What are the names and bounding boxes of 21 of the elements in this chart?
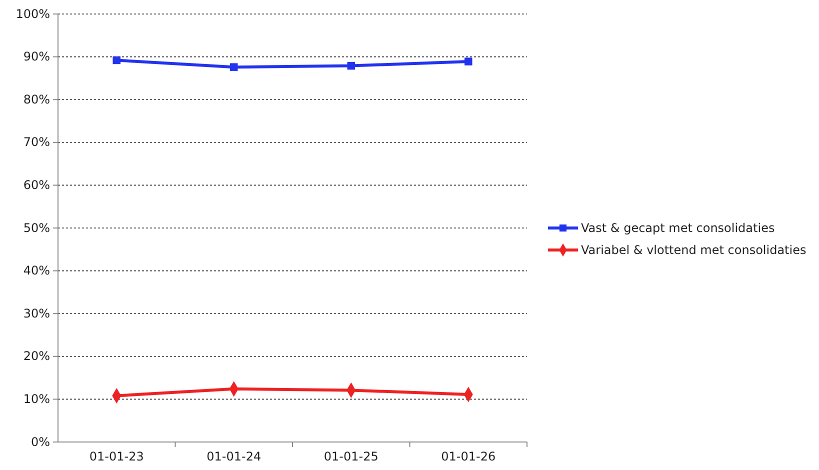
y-tick-label: 40% — [23, 264, 50, 278]
point — [112, 56, 120, 64]
y-tick-label: 50% — [23, 220, 50, 235]
x-tick-label: 01-01-24 — [206, 450, 262, 464]
legend-label: Vast & gecapt met consolidaties — [581, 221, 775, 236]
y-tick-label: 20% — [23, 349, 50, 364]
x-tick-label: 01-01-23 — [89, 450, 144, 464]
y-tick-label: 100% — [16, 6, 50, 21]
point — [230, 63, 238, 71]
y-tick-label: 30% — [23, 306, 50, 320]
x-tick-label: 01-01-26 — [441, 450, 496, 464]
legend-label: Variabel & vlottend met consolidaties — [581, 243, 806, 258]
y-tick-label: 70% — [23, 135, 50, 150]
y-tick-label: 10% — [23, 392, 50, 406]
x-tick-label: 01-01-25 — [324, 450, 378, 464]
y-tick-label: 90% — [23, 50, 50, 64]
y-tick-label: 60% — [23, 178, 50, 192]
point — [464, 58, 472, 66]
y-tick-label: 80% — [23, 92, 50, 106]
point — [347, 62, 355, 70]
y-tick-label: 0% — [30, 434, 50, 449]
